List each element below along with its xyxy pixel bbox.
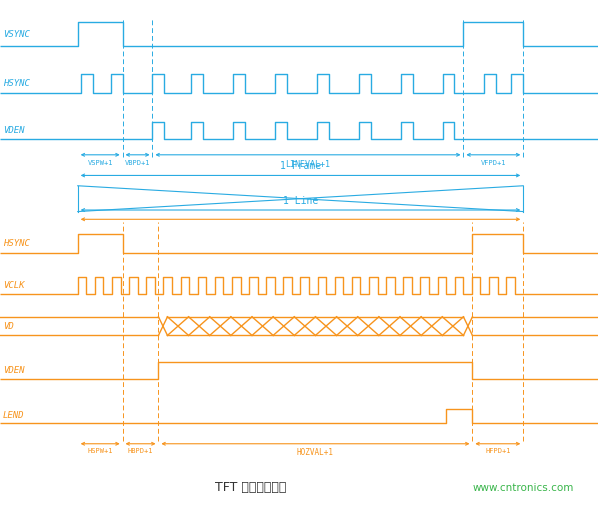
Text: VCLK: VCLK <box>3 281 25 290</box>
Text: VSPW+1: VSPW+1 <box>87 160 113 166</box>
Text: VSYNC: VSYNC <box>3 29 30 39</box>
Text: VD: VD <box>3 321 14 331</box>
Text: LEND: LEND <box>3 411 25 421</box>
Text: HOZVAL+1: HOZVAL+1 <box>297 448 334 457</box>
Text: HSYNC: HSYNC <box>3 79 30 88</box>
Text: www.cntronics.com: www.cntronics.com <box>472 482 574 493</box>
Text: TFT 屏工作时序图: TFT 屏工作时序图 <box>215 481 287 494</box>
Text: VBPD+1: VBPD+1 <box>125 160 150 166</box>
Text: LINEVAL+1: LINEVAL+1 <box>285 160 331 169</box>
Text: HFPD+1: HFPD+1 <box>485 448 511 454</box>
Text: 1 Frame: 1 Frame <box>280 162 321 171</box>
Text: 1 Line: 1 Line <box>283 196 318 206</box>
Text: HSYNC: HSYNC <box>3 239 30 248</box>
Text: VFPD+1: VFPD+1 <box>481 160 506 166</box>
Text: VDEN: VDEN <box>3 126 25 135</box>
Text: HBPD+1: HBPD+1 <box>128 448 153 454</box>
Text: HSPW+1: HSPW+1 <box>87 448 113 454</box>
Text: VDEN: VDEN <box>3 366 25 375</box>
